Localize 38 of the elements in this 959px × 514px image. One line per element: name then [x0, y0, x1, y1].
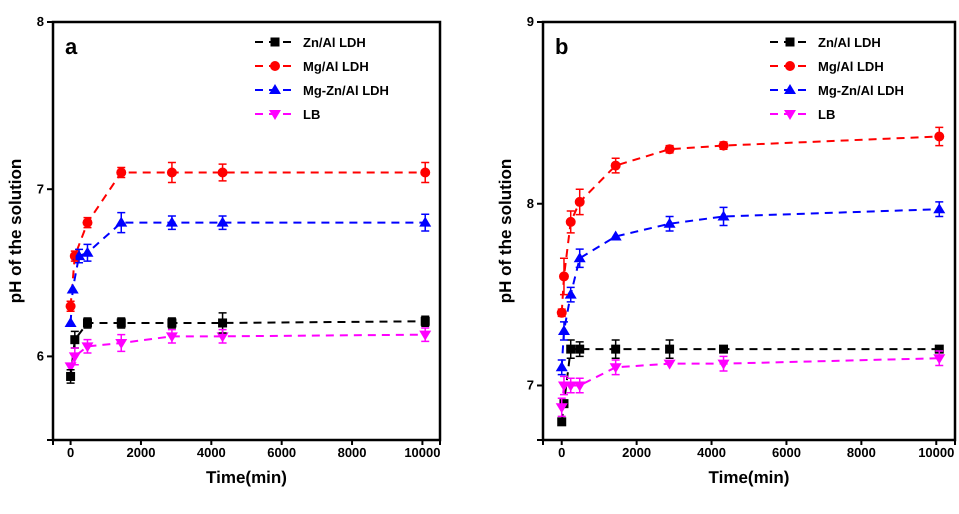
x-tick-label: 0	[66, 445, 74, 460]
x-tick-label: 6000	[772, 445, 801, 460]
x-tick-label: 8000	[846, 445, 876, 460]
point	[664, 360, 676, 370]
y-tick-label: 9	[526, 14, 534, 30]
legend-label: Zn/Al LDH	[303, 35, 366, 50]
point	[719, 344, 728, 354]
point	[64, 316, 77, 327]
legend-label: Mg-Zn/Al LDH	[303, 83, 389, 98]
legend-label: Zn/Al LDH	[818, 35, 881, 50]
y-tick-label: 6	[36, 348, 44, 364]
x-tick-label: 4000	[697, 445, 726, 460]
legend-label: Mg/Al LDH	[818, 59, 884, 74]
point	[610, 230, 622, 240]
point	[557, 417, 566, 426]
legend-label: LB	[303, 107, 320, 122]
x-tick-label: 8000	[338, 445, 367, 460]
legend-label: Mg/Al LDH	[303, 59, 369, 74]
x-tick-label: 10000	[918, 445, 954, 460]
x-tick-label: 0	[558, 445, 566, 460]
y-tick-label: 7	[526, 378, 534, 393]
x-tick-label: 10000	[404, 445, 440, 460]
x-axis-title: Time(min)	[206, 468, 287, 487]
y-tick-label: 8	[36, 14, 44, 30]
y-tick-label: 7	[36, 181, 44, 196]
x-axis-title: Time(min)	[708, 468, 790, 487]
y-axis-title: pH of the solution	[496, 158, 515, 304]
x-tick-label: 6000	[267, 445, 296, 460]
x-tick-label: 4000	[196, 445, 226, 460]
point	[66, 284, 79, 294]
y-tick-label: 8	[526, 196, 534, 211]
annotation: b	[555, 34, 568, 59]
x-tick-label: 2000	[126, 445, 156, 460]
x-tick-label: 2000	[622, 445, 652, 460]
annotation: a	[65, 34, 78, 59]
legend-label: LB	[818, 107, 836, 122]
y-axis-title: pH of the solution	[6, 158, 25, 304]
legend-label: Mg-Zn/Al LDH	[818, 83, 904, 98]
